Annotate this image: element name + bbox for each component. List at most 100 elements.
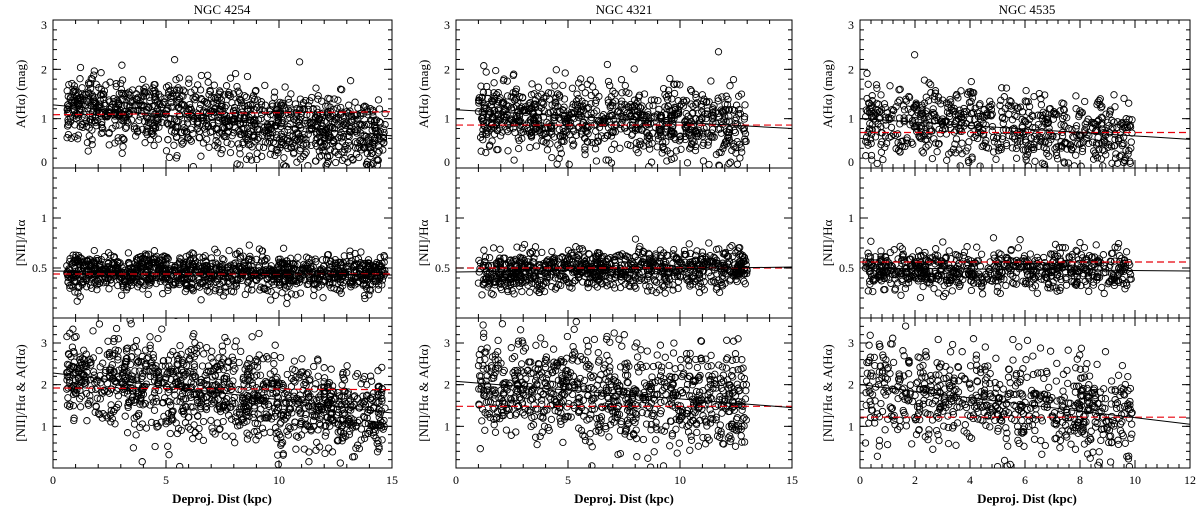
- data-point: [499, 99, 507, 107]
- x-axis-label-ngc4535: Deproj. Dist (kpc): [977, 491, 1077, 506]
- data-point: [327, 414, 336, 422]
- data-point: [343, 369, 351, 377]
- data-point: [368, 393, 376, 401]
- data-point: [171, 379, 180, 387]
- y-tick-label: 0: [41, 155, 47, 169]
- data-point: [88, 75, 96, 83]
- data-point: [484, 94, 492, 103]
- data-point: [371, 125, 380, 133]
- data-point: [498, 128, 506, 136]
- data-point: [581, 89, 589, 97]
- data-point: [147, 130, 156, 138]
- data-points: [474, 235, 751, 299]
- data-point: [339, 271, 348, 279]
- data-point: [225, 358, 233, 366]
- data-point: [82, 350, 90, 358]
- data-point: [70, 414, 78, 422]
- data-point: [663, 105, 671, 113]
- data-point: [150, 373, 159, 381]
- data-point: [374, 383, 383, 392]
- data-point: [314, 92, 322, 100]
- data-point: [698, 115, 706, 123]
- data-point: [634, 108, 642, 116]
- data-point: [365, 291, 373, 299]
- data-point: [173, 360, 181, 368]
- data-point: [65, 350, 73, 359]
- data-point: [707, 77, 715, 85]
- data-point: [273, 131, 281, 139]
- data-point: [639, 112, 648, 120]
- data-point: [179, 395, 188, 403]
- data-point: [677, 145, 685, 153]
- data-point: [726, 82, 734, 90]
- data-point: [125, 399, 133, 407]
- data-point: [325, 444, 333, 452]
- data-point: [146, 372, 155, 380]
- data-point: [233, 82, 241, 91]
- data-point: [119, 135, 128, 143]
- data-point: [290, 115, 298, 123]
- data-point: [262, 410, 270, 418]
- data-point: [712, 150, 721, 159]
- data-point: [338, 437, 346, 445]
- data-point: [176, 341, 184, 350]
- data-point: [87, 79, 95, 88]
- data-point: [236, 405, 244, 413]
- data-point: [714, 109, 722, 118]
- data-point: [133, 95, 142, 104]
- data-point: [303, 111, 311, 119]
- data-point: [379, 425, 387, 433]
- data-point: [205, 288, 213, 296]
- data-point: [310, 291, 318, 300]
- data-point: [527, 105, 535, 113]
- data-point: [156, 277, 164, 286]
- data-point: [156, 261, 164, 269]
- data-point: [129, 376, 137, 384]
- data-point: [643, 133, 652, 141]
- data-point: [162, 420, 170, 428]
- data-point: [332, 113, 341, 122]
- data-point: [188, 383, 196, 391]
- data-point: [202, 257, 210, 265]
- data-point: [648, 286, 656, 295]
- data-point: [299, 105, 307, 113]
- data-point: [180, 371, 188, 379]
- data-point: [261, 401, 269, 409]
- data-point: [87, 361, 95, 369]
- data-point: [150, 141, 158, 150]
- data-point: [264, 355, 272, 363]
- data-point: [137, 394, 145, 403]
- data-point: [273, 134, 281, 142]
- data-point: [259, 143, 268, 152]
- data-point: [291, 261, 299, 269]
- data-point: [100, 99, 109, 108]
- data-point: [591, 99, 600, 107]
- data-point: [281, 284, 290, 292]
- data-point: [618, 89, 626, 97]
- data-point: [211, 430, 219, 438]
- data-point: [360, 122, 369, 130]
- data-point: [141, 139, 149, 147]
- data-point: [682, 128, 691, 136]
- data-point: [243, 417, 251, 425]
- data-point: [187, 274, 196, 282]
- data-point: [344, 109, 352, 117]
- data-point: [255, 125, 263, 133]
- y-tick-label: 0.5: [32, 261, 47, 275]
- data-point: [200, 379, 208, 388]
- data-point: [718, 93, 726, 101]
- data-point: [99, 359, 107, 367]
- data-point: [108, 414, 116, 423]
- data-point: [650, 112, 659, 120]
- data-point: [212, 381, 220, 389]
- data-point: [139, 75, 147, 84]
- data-point: [88, 385, 96, 394]
- data-point: [114, 134, 122, 142]
- data-point: [480, 62, 488, 70]
- data-point: [645, 135, 654, 143]
- data-point: [120, 275, 129, 283]
- data-point: [281, 259, 289, 267]
- fit-line: [53, 270, 392, 276]
- data-point: [109, 351, 117, 359]
- data-point: [317, 97, 326, 105]
